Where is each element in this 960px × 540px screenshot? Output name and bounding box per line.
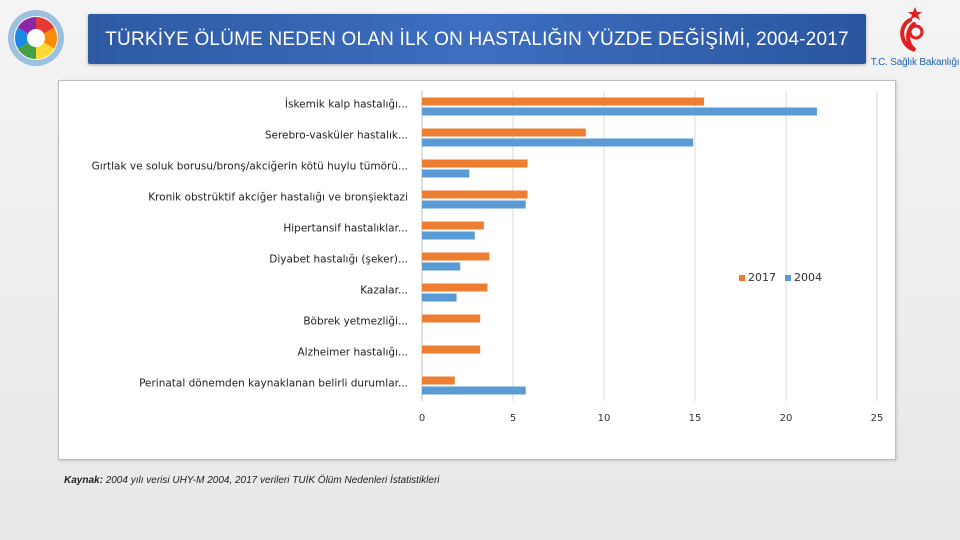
source-label: Kaynak: [64, 475, 103, 486]
bar-2017-10 [422, 376, 455, 385]
bar-2004-6 [422, 262, 461, 271]
bar-2004-10 [422, 386, 526, 395]
bar-2004-3 [422, 169, 470, 178]
legend-label-2004: 2004 [794, 271, 822, 284]
x-tick-label: 0 [419, 413, 425, 424]
category-label: Serebro-vasküler hastalık... [265, 130, 408, 142]
bar-2017-1 [422, 97, 705, 106]
category-label: Gırtlak ve soluk borusu/bronş/akciğerin … [92, 161, 408, 173]
x-tick-label: 15 [689, 413, 702, 424]
category-label: Böbrek yetmezliği... [303, 316, 408, 328]
ministry-label: T.C. Sağlık Bakanlığı [870, 57, 960, 68]
category-label: Kazalar... [360, 285, 408, 297]
bar-2004-7 [422, 293, 457, 302]
category-label: Alzheimer hastalığı... [297, 347, 408, 359]
bar-2017-4 [422, 190, 528, 199]
ministry-logo: T.C. Sağlık Bakanlığı [870, 4, 960, 74]
category-label: Diyabet hastalığı (şeker)... [269, 254, 408, 266]
category-label: İskemik kalp hastalığı... [285, 98, 408, 111]
bar-2017-8 [422, 314, 481, 323]
source-text: 2004 yılı verisi UHY-M 2004, 2017 verile… [105, 475, 440, 486]
legend-label-2017: 2017 [748, 271, 776, 284]
x-tick-label: 20 [780, 413, 793, 424]
bar-2004-4 [422, 200, 526, 209]
bar-2017-2 [422, 128, 586, 137]
page-title: TÜRKİYE ÖLÜME NEDEN OLAN İLK ON HASTALIĞ… [105, 29, 849, 50]
bar-2004-2 [422, 138, 694, 147]
legend-swatch-2004 [785, 275, 791, 281]
bar-2017-5 [422, 221, 484, 230]
bar-2004-1 [422, 107, 817, 116]
bar-2004-5 [422, 231, 475, 240]
ministry-emblem-icon [900, 7, 924, 52]
bar-2017-6 [422, 252, 490, 261]
bar-2017-3 [422, 159, 528, 168]
category-label: Kronik obstrüktif akciğer hastalığı ve b… [148, 192, 408, 204]
x-tick-label: 25 [871, 413, 884, 424]
bar-chart: 0 5 10 15 20 25 İskemik kalp hastalığı... Sereb… [92, 91, 884, 424]
category-label: Hipertansif hastalıklar... [283, 223, 408, 235]
legend-swatch-2017 [739, 275, 745, 281]
source-note: Kaynak: 2004 yılı verisi UHY-M 2004, 201… [64, 475, 440, 486]
x-tick-label: 5 [510, 413, 516, 424]
health-wheel-logo [6, 8, 66, 68]
title-bar: TÜRKİYE ÖLÜME NEDEN OLAN İLK ON HASTALIĞ… [88, 14, 866, 64]
bar-2017-7 [422, 283, 488, 292]
category-label: Perinatal dönemden kaynaklanan belirli d… [139, 378, 408, 390]
bar-2017-9 [422, 345, 481, 354]
x-tick-label: 10 [598, 413, 611, 424]
chart-container: 0 5 10 15 20 25 İskemik kalp hastalığı... Sereb… [58, 80, 896, 460]
